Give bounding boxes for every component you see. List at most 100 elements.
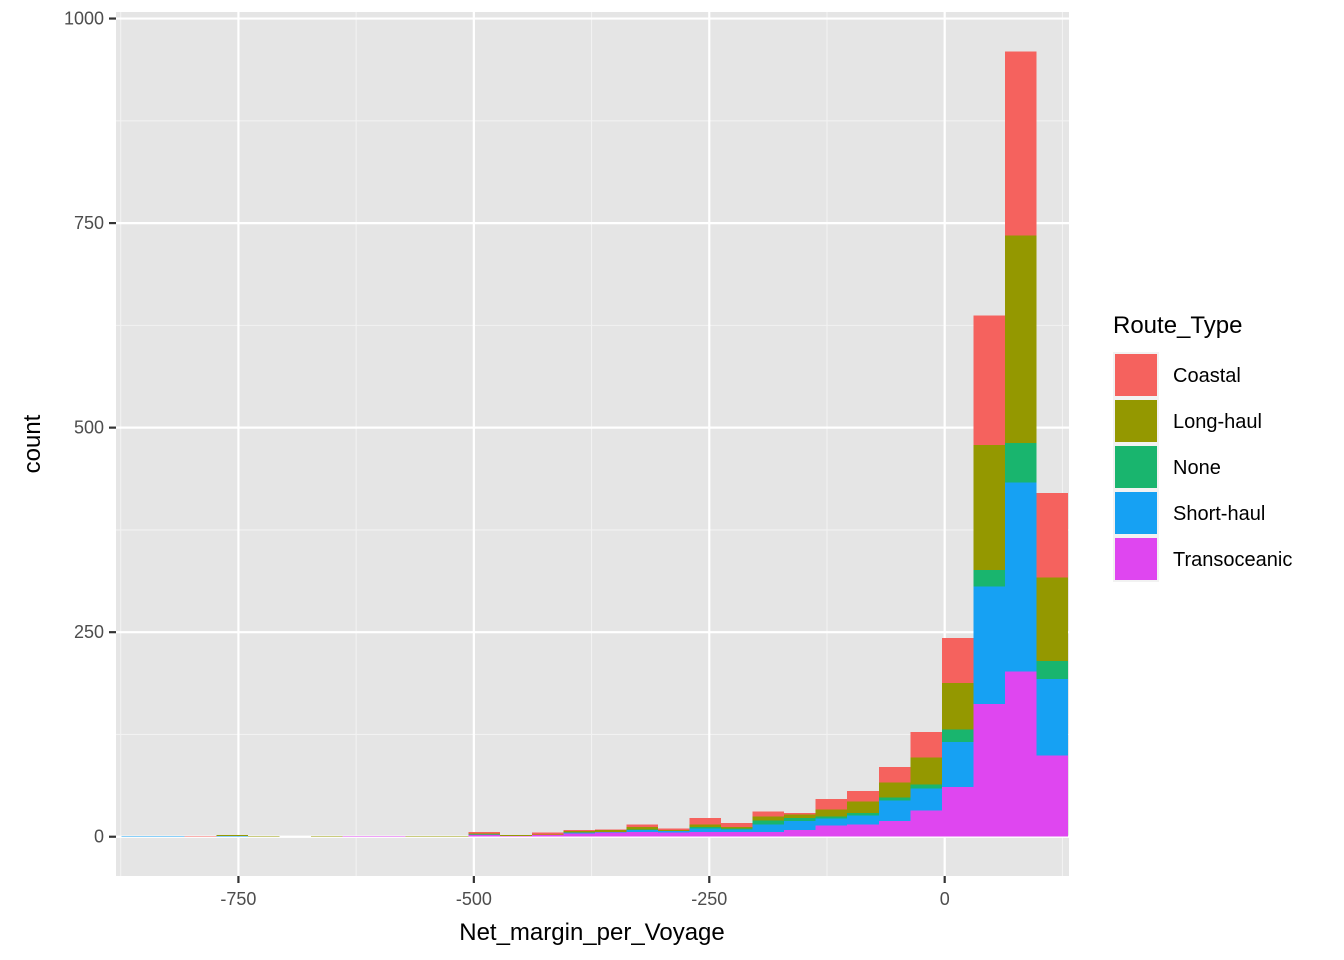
bar-long-haul: [752, 816, 785, 821]
bar-coastal: [910, 732, 942, 758]
minor-gridlines: [116, 12, 1069, 876]
bar-long-haul: [626, 826, 658, 830]
bar-transoceanic: [531, 835, 564, 837]
bar-none: [973, 570, 1005, 587]
legend-label-long-haul: Long-haul: [1173, 411, 1262, 433]
x-tick-label: -500: [456, 889, 492, 909]
bar-short-haul: [910, 788, 942, 811]
bar-coastal: [657, 828, 690, 831]
legend-swatch-long-haul: [1115, 400, 1157, 442]
bar-coastal: [468, 831, 501, 834]
bar-transoceanic: [500, 835, 532, 837]
bar-transoceanic: [657, 832, 690, 837]
bar-coastal: [941, 637, 974, 683]
bar-long-haul: [657, 830, 690, 831]
bar-coastal: [752, 811, 785, 817]
bar-short-haul: [941, 741, 974, 787]
bar-coastal: [594, 829, 627, 831]
bar-transoceanic: [721, 831, 753, 837]
bar-short-haul: [216, 835, 248, 837]
bar-transoceanic: [1036, 755, 1069, 837]
histogram-bars: [121, 51, 1069, 837]
bar-transoceanic: [374, 835, 406, 837]
x-tick-label: -750: [220, 889, 256, 909]
legend-swatch-none: [1115, 446, 1157, 488]
legend-swatch-short-haul: [1115, 492, 1157, 534]
bar-coastal: [784, 813, 816, 815]
bar-transoceanic: [941, 786, 974, 837]
legend-label-none: None: [1173, 457, 1221, 479]
bar-coastal: [531, 832, 564, 835]
bar-long-haul: [815, 809, 848, 817]
bar-long-haul: [1004, 235, 1037, 444]
bar-short-haul: [153, 835, 185, 837]
bar-transoceanic: [973, 704, 1005, 837]
y-axis-title: count: [19, 414, 46, 473]
bar-long-haul: [973, 444, 1005, 570]
bar-short-haul: [689, 828, 722, 832]
bar-long-haul: [910, 757, 942, 785]
legend-label-transoceanic: Transoceanic: [1173, 549, 1292, 571]
bar-none: [815, 816, 848, 819]
y-tick-label: 1000: [64, 9, 104, 29]
bar-short-haul: [847, 815, 879, 825]
legend-label-short-haul: Short-haul: [1173, 503, 1265, 525]
bar-short-haul: [563, 832, 595, 834]
bar-none: [878, 797, 911, 801]
plot-panel: [116, 12, 1069, 876]
bar-short-haul: [121, 835, 154, 837]
bar-transoceanic: [1004, 671, 1037, 837]
bar-coastal: [878, 767, 911, 783]
bar-coastal: [689, 817, 722, 825]
bar-coastal: [626, 824, 658, 827]
bar-long-haul: [847, 801, 879, 813]
bar-long-haul: [878, 782, 911, 798]
bar-long-haul: [405, 835, 438, 837]
bar-short-haul: [973, 586, 1005, 705]
bar-transoceanic: [468, 835, 501, 837]
bar-long-haul: [941, 682, 974, 730]
bar-transoceanic: [689, 831, 722, 837]
bar-none: [626, 829, 658, 831]
bar-short-haul: [468, 834, 501, 836]
bar-none: [721, 828, 753, 830]
bar-long-haul: [1036, 577, 1069, 661]
legend-swatch-transoceanic: [1115, 538, 1157, 580]
bar-transoceanic: [752, 831, 785, 837]
bar-long-haul: [563, 831, 595, 833]
bar-coastal: [563, 830, 595, 831]
y-tick-label: 500: [74, 418, 104, 438]
bar-short-haul: [878, 800, 911, 822]
bar-coastal: [815, 799, 848, 810]
bar-transoceanic: [847, 824, 879, 837]
bar-long-haul: [500, 835, 532, 836]
bar-coastal: [847, 790, 879, 802]
bar-coastal: [1036, 493, 1069, 578]
bar-long-haul: [216, 835, 248, 836]
bar-long-haul: [247, 835, 280, 837]
bar-short-haul: [626, 830, 658, 832]
bar-coastal: [184, 835, 217, 837]
bar-short-haul: [721, 829, 753, 832]
bar-long-haul: [437, 835, 469, 837]
bar-none: [910, 784, 942, 789]
bar-transoceanic: [815, 825, 848, 837]
legend-title: Route_Type: [1113, 312, 1242, 339]
bar-transoceanic: [342, 835, 375, 837]
x-axis: -750 -500 -250 0: [220, 876, 950, 909]
x-tick-label: -250: [691, 889, 727, 909]
legend-swatch-coastal: [1115, 354, 1157, 396]
bar-transoceanic: [784, 830, 816, 837]
bar-long-haul: [784, 814, 816, 818]
bar-coastal: [721, 822, 753, 827]
bar-transoceanic: [910, 810, 942, 837]
y-tick-label: 0: [94, 827, 104, 847]
bar-long-haul: [689, 824, 722, 827]
bar-transoceanic: [626, 831, 658, 837]
bar-coastal: [973, 315, 1005, 445]
x-axis-title: Net_margin_per_Voyage: [459, 919, 725, 946]
bar-none: [784, 817, 816, 822]
bar-transoceanic: [878, 821, 911, 837]
bar-short-haul: [784, 821, 816, 831]
